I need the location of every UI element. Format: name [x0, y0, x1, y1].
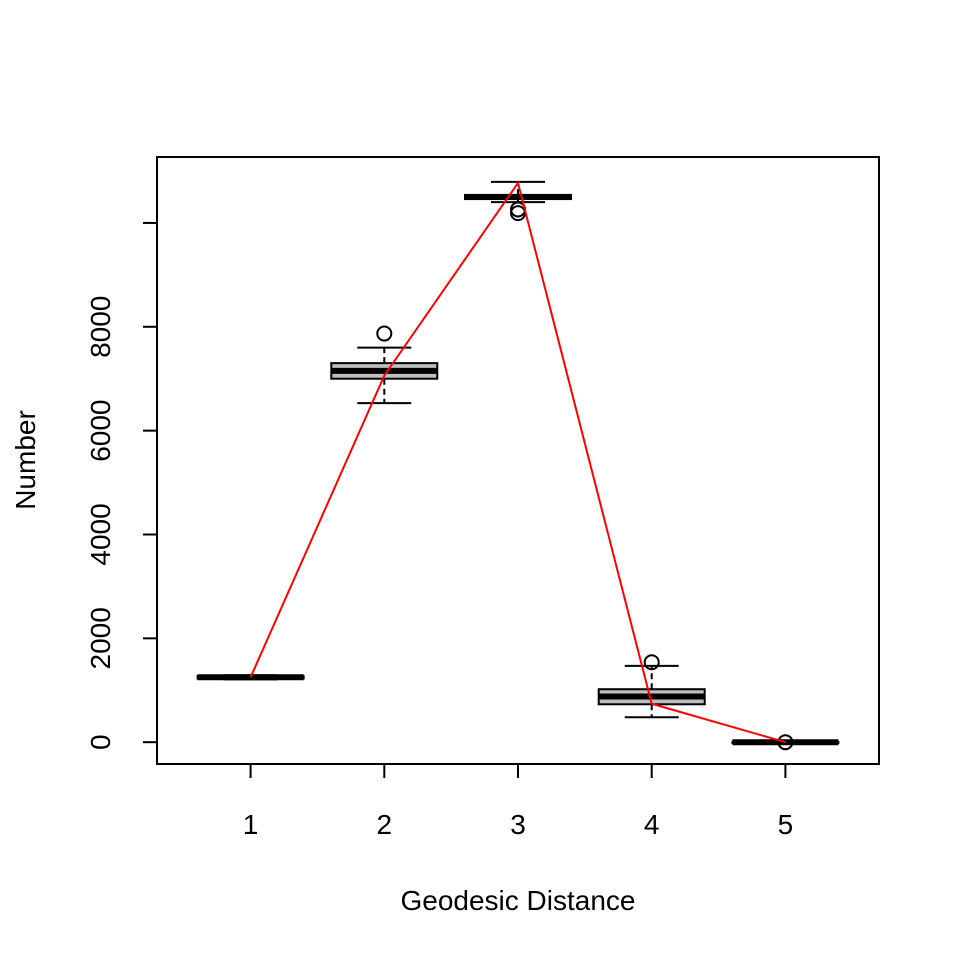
y-axis: 0 2000 4000 6000 8000: [85, 221, 157, 750]
y-tick-label: 2000: [85, 607, 116, 669]
boxes-layer: [196, 180, 840, 751]
trend-line-layer: [249, 180, 786, 744]
x-axis-title: Geodesic Distance: [400, 885, 635, 916]
y-tick-label: 6000: [85, 399, 116, 461]
x-tick-label: 3: [510, 809, 526, 840]
box-group-3: [464, 180, 572, 222]
x-tick-label: 1: [243, 809, 259, 840]
y-tick-label: 0: [85, 734, 116, 750]
outlier-point: [777, 734, 794, 751]
box-group-4: [597, 654, 706, 719]
x-tick-label: 2: [377, 809, 393, 840]
box-group-2: [330, 325, 439, 405]
x-tick-label: 4: [644, 809, 660, 840]
trend-line: [249, 180, 786, 744]
outlier-point: [643, 654, 660, 671]
x-tick-label: 5: [778, 809, 794, 840]
y-tick-label: 8000: [85, 296, 116, 358]
y-axis-title: Number: [10, 410, 41, 510]
outlier-point: [376, 325, 393, 342]
y-tick-label: 4000: [85, 503, 116, 565]
x-axis: 1 2 3 4 5: [243, 764, 793, 840]
